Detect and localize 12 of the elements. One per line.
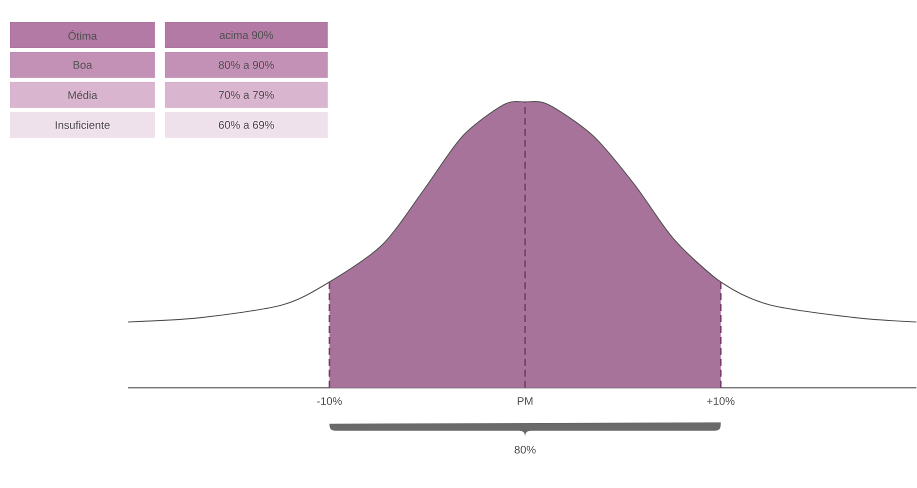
annotation: 60% a 69%: [218, 121, 274, 129]
x-tick-label: +10%: [707, 397, 735, 406]
x-tick-label: PM: [518, 397, 532, 405]
text: acima 90%: [220, 31, 274, 40]
text: 80%: [514, 446, 536, 454]
text: 80% a 90%: [218, 61, 274, 69]
text: 70% a 79%: [218, 91, 274, 99]
text: Média: [68, 91, 98, 100]
text: Boa: [74, 61, 92, 69]
text: Ótima: [68, 30, 98, 40]
text: Insuficiente: [56, 121, 110, 130]
x-tick-label: -10%: [317, 397, 342, 406]
